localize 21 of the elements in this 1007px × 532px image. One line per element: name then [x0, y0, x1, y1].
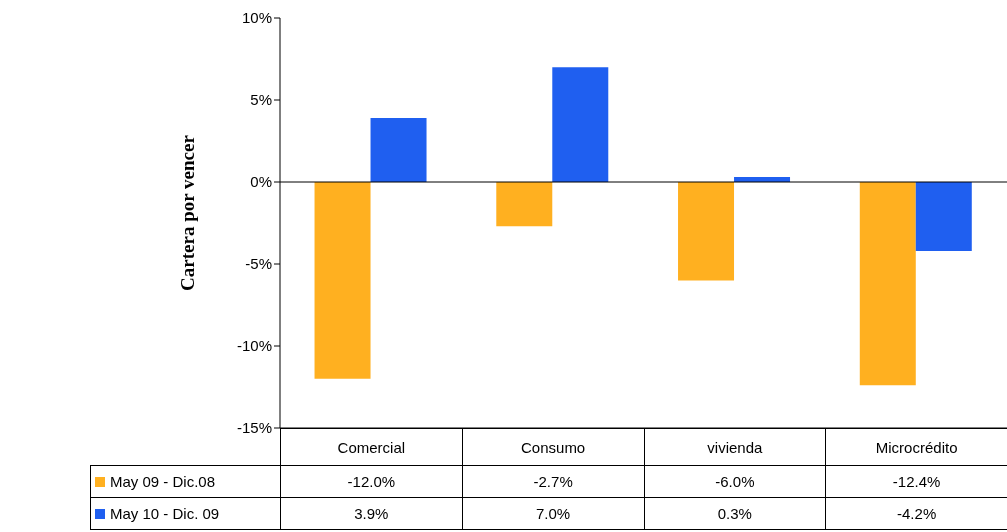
x-tick-label: Microcrédito — [825, 428, 1007, 466]
data-label: 7.0% — [461, 497, 645, 530]
y-tick-label: -10% — [236, 337, 272, 355]
data-label: -2.7% — [461, 465, 645, 498]
y-axis-title: Cartera por vencer — [177, 135, 199, 291]
x-tick-label: Comercial — [280, 428, 463, 466]
data-label: 0.3% — [643, 497, 827, 530]
x-tick-label: Consumo — [461, 428, 645, 466]
data-label: -6.0% — [643, 465, 827, 498]
data-label: -12.0% — [280, 465, 463, 498]
x-tick-label: vivienda — [643, 428, 827, 466]
data-label: -12.4% — [825, 465, 1007, 498]
data-label: -4.2% — [825, 497, 1007, 530]
y-tick-label: 5% — [250, 91, 272, 109]
y-tick-label: 10% — [241, 9, 272, 27]
y-tick-label: -5% — [245, 255, 272, 273]
y-tick-label: -15% — [236, 419, 272, 437]
data-label: 3.9% — [280, 497, 463, 530]
legend-label: May 10 - Dic. 09 — [90, 497, 281, 530]
y-tick-label: 0% — [250, 173, 272, 191]
legend-label: May 09 - Dic.08 — [90, 465, 281, 498]
